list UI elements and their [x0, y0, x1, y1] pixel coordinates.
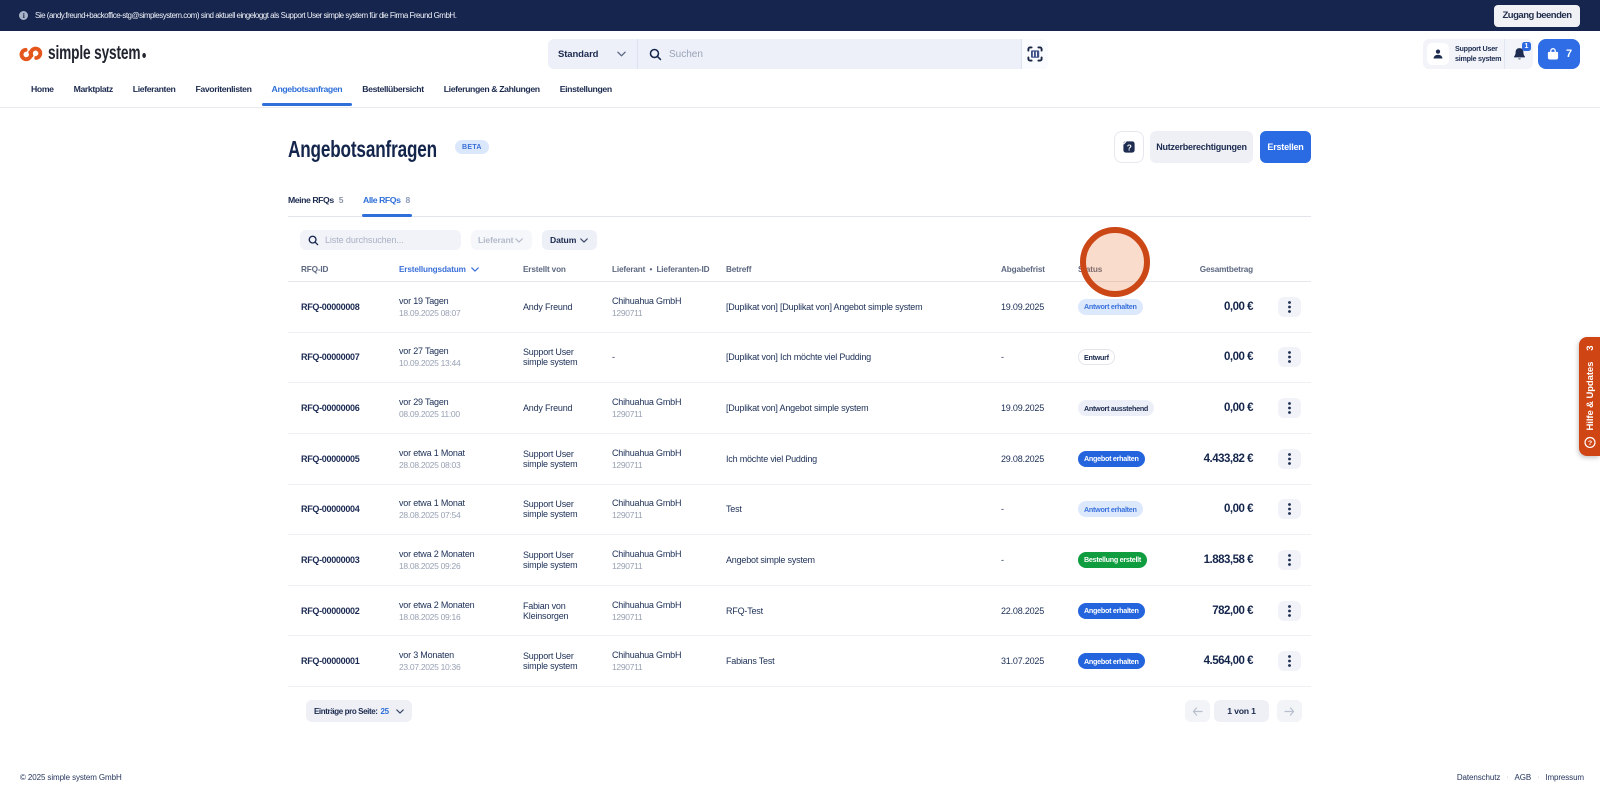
svg-text:?: ?	[1587, 440, 1591, 447]
svg-text:?: ?	[1127, 142, 1132, 152]
